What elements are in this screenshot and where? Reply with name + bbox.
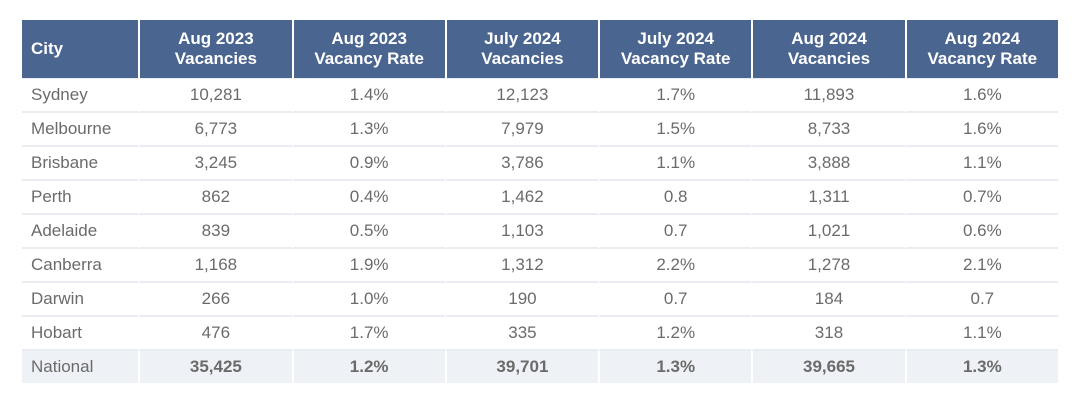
- header-aug2024-vacancy-rate: Aug 2024 Vacancy Rate: [904, 20, 1058, 78]
- cell-city: Brisbane: [22, 147, 139, 181]
- cell-city: Hobart: [22, 317, 139, 351]
- table-header: City Aug 2023 Vacancies Aug 2023 Vacancy…: [22, 20, 1058, 78]
- cell-value: 1,021: [751, 215, 905, 249]
- header-label-line1: Aug 2023: [331, 29, 407, 48]
- header-label: City: [31, 39, 64, 58]
- cell-total-value: 1.3%: [904, 351, 1058, 383]
- cell-value: 2.2%: [598, 249, 752, 283]
- cell-value: 1.7%: [598, 78, 752, 113]
- cell-city: Darwin: [22, 283, 139, 317]
- cell-value: 1,278: [751, 249, 905, 283]
- header-label-line2: Vacancy Rate: [620, 49, 731, 68]
- cell-value: 0.4%: [291, 181, 445, 215]
- cell-value: 1.1%: [904, 317, 1058, 351]
- header-label-line1: Aug 2024: [944, 29, 1021, 48]
- header-label-line2: Vacancy Rate: [927, 49, 1038, 68]
- header-aug2024-vacancies: Aug 2024 Vacancies: [751, 20, 905, 78]
- cell-city: Sydney: [22, 78, 139, 113]
- cell-value: 0.9%: [291, 147, 445, 181]
- cell-value: 1,168: [138, 249, 292, 283]
- cell-value: 0.7%: [904, 181, 1058, 215]
- cell-value: 0.7: [904, 283, 1058, 317]
- cell-value: 1.1%: [598, 147, 752, 181]
- vacancy-table: City Aug 2023 Vacancies Aug 2023 Vacancy…: [22, 20, 1058, 383]
- header-label-line2: Vacancies: [787, 49, 871, 68]
- cell-value: 1,311: [751, 181, 905, 215]
- cell-value: 0.8: [598, 181, 752, 215]
- cell-value: 1,103: [444, 215, 599, 249]
- cell-value: 1.4%: [291, 78, 445, 113]
- cell-value: 862: [138, 181, 292, 215]
- header-city: City: [22, 20, 139, 78]
- cell-value: 1,312: [444, 249, 599, 283]
- table-row: Perth 862 0.4% 1,462 0.8 1,311 0.7%: [22, 181, 1058, 215]
- total-row: National 35,425 1.2% 39,701 1.3% 39,665 …: [22, 351, 1058, 383]
- cell-value: 7,979: [444, 113, 599, 147]
- table-body: Sydney 10,281 1.4% 12,123 1.7% 11,893 1.…: [22, 78, 1058, 383]
- cell-value: 6,773: [138, 113, 292, 147]
- cell-total-value: 35,425: [138, 351, 292, 383]
- cell-value: 8,733: [751, 113, 905, 147]
- cell-value: 1.0%: [291, 283, 445, 317]
- cell-value: 3,786: [444, 147, 599, 181]
- header-label-line2: Vacancies: [481, 49, 564, 68]
- cell-value: 1.7%: [291, 317, 445, 351]
- header-label-line2: Vacancies: [174, 49, 257, 68]
- header-label-line2: Vacancy Rate: [314, 49, 424, 68]
- cell-value: 1.5%: [598, 113, 752, 147]
- cell-value: 3,888: [751, 147, 905, 181]
- header-july2024-vacancies: July 2024 Vacancies: [444, 20, 599, 78]
- cell-value: 1,462: [444, 181, 599, 215]
- table-row: Sydney 10,281 1.4% 12,123 1.7% 11,893 1.…: [22, 78, 1058, 113]
- table-row: Adelaide 839 0.5% 1,103 0.7 1,021 0.6%: [22, 215, 1058, 249]
- cell-total-value: 1.3%: [598, 351, 752, 383]
- cell-value: 3,245: [138, 147, 292, 181]
- cell-total-value: 39,665: [751, 351, 905, 383]
- header-label-line1: Aug 2023: [178, 29, 254, 48]
- cell-value: 0.7: [598, 215, 752, 249]
- table-row: Hobart 476 1.7% 335 1.2% 318 1.1%: [22, 317, 1058, 351]
- table-row: Darwin 266 1.0% 190 0.7 184 0.7: [22, 283, 1058, 317]
- cell-value: 476: [138, 317, 292, 351]
- cell-total-value: 1.2%: [291, 351, 445, 383]
- table-row: Brisbane 3,245 0.9% 3,786 1.1% 3,888 1.1…: [22, 147, 1058, 181]
- cell-value: 335: [444, 317, 599, 351]
- cell-value: 1.6%: [904, 113, 1058, 147]
- cell-value: 10,281: [138, 78, 292, 113]
- table-row: Melbourne 6,773 1.3% 7,979 1.5% 8,733 1.…: [22, 113, 1058, 147]
- header-label-line1: July 2024: [484, 29, 561, 48]
- cell-value: 1.6%: [904, 78, 1058, 113]
- cell-total-label: National: [22, 351, 139, 383]
- cell-value: 190: [444, 283, 599, 317]
- cell-city: Canberra: [22, 249, 139, 283]
- cell-total-value: 39,701: [444, 351, 599, 383]
- cell-value: 12,123: [444, 78, 599, 113]
- header-label-line1: Aug 2024: [791, 29, 867, 48]
- header-july2024-vacancy-rate: July 2024 Vacancy Rate: [598, 20, 752, 78]
- cell-value: 266: [138, 283, 292, 317]
- cell-value: 1.9%: [291, 249, 445, 283]
- cell-value: 839: [138, 215, 292, 249]
- cell-city: Perth: [22, 181, 139, 215]
- header-row: City Aug 2023 Vacancies Aug 2023 Vacancy…: [22, 20, 1058, 78]
- cell-value: 1.1%: [904, 147, 1058, 181]
- cell-city: Adelaide: [22, 215, 139, 249]
- header-aug2023-vacancies: Aug 2023 Vacancies: [138, 20, 292, 78]
- cell-value: 0.7: [598, 283, 752, 317]
- cell-value: 1.3%: [291, 113, 445, 147]
- cell-city: Melbourne: [22, 113, 139, 147]
- cell-value: 11,893: [751, 78, 905, 113]
- cell-value: 0.5%: [291, 215, 445, 249]
- cell-value: 0.6%: [904, 215, 1058, 249]
- cell-value: 1.2%: [598, 317, 752, 351]
- table-row: Canberra 1,168 1.9% 1,312 2.2% 1,278 2.1…: [22, 249, 1058, 283]
- cell-value: 318: [751, 317, 905, 351]
- vacancy-table-container: City Aug 2023 Vacancies Aug 2023 Vacancy…: [22, 20, 1058, 383]
- header-label-line1: July 2024: [637, 29, 714, 48]
- header-aug2023-vacancy-rate: Aug 2023 Vacancy Rate: [291, 20, 445, 78]
- cell-value: 2.1%: [904, 249, 1058, 283]
- cell-value: 184: [751, 283, 905, 317]
